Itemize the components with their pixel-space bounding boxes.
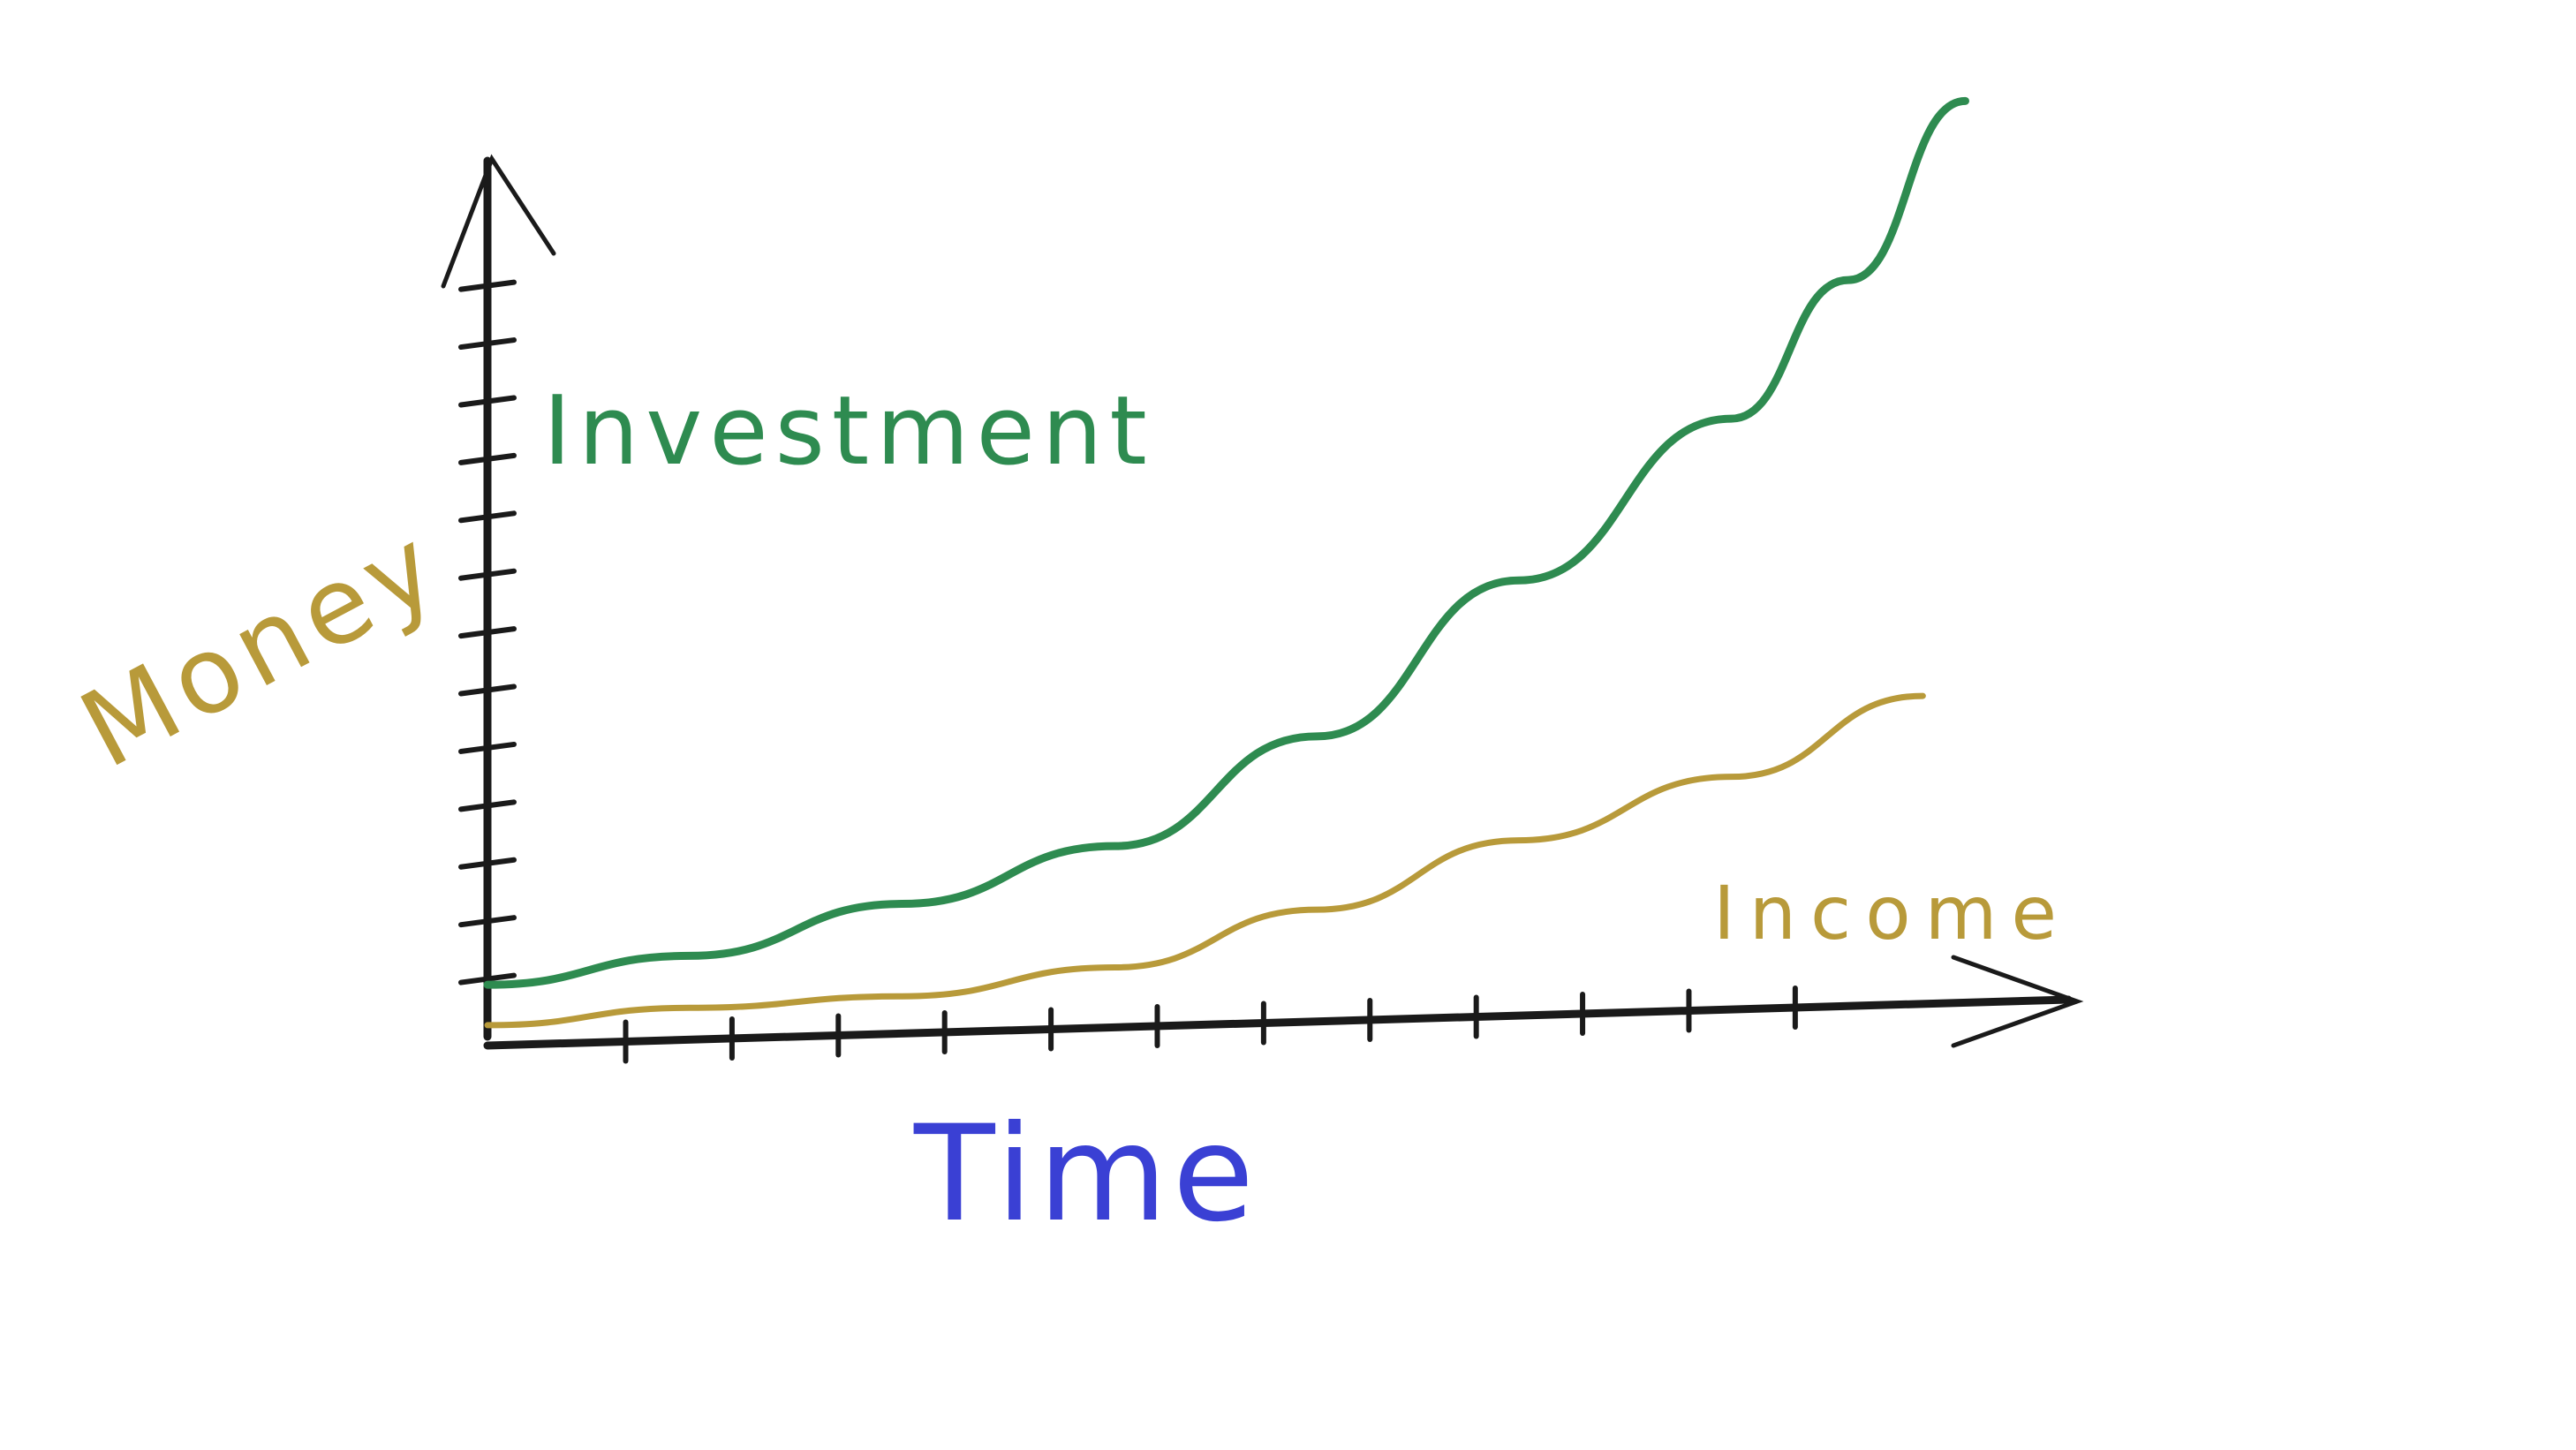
series-label: Investment: [543, 376, 1154, 487]
y-tick: [458, 279, 517, 292]
y-tick: [458, 510, 517, 524]
y-tick: [458, 799, 517, 812]
y-tick: [458, 683, 517, 697]
y-tick: [458, 568, 517, 581]
y-tick: [458, 626, 517, 639]
y-tick: [458, 395, 517, 408]
y-tick: [458, 337, 517, 351]
x-axis-arrow: [1951, 955, 2084, 1048]
y-tick: [458, 741, 517, 754]
y-tick: [458, 915, 517, 928]
series-line: [484, 692, 1926, 1029]
series-line: [483, 96, 1969, 989]
x-axis-label: Time: [913, 1098, 1259, 1251]
x-axis: [483, 995, 2073, 1050]
y-tick: [458, 452, 517, 465]
y-axis-label: Money: [62, 502, 461, 792]
y-axis-arrow: [441, 154, 556, 289]
y-tick: [458, 972, 517, 986]
series-label: Income: [1713, 870, 2071, 956]
y-tick: [458, 857, 517, 870]
